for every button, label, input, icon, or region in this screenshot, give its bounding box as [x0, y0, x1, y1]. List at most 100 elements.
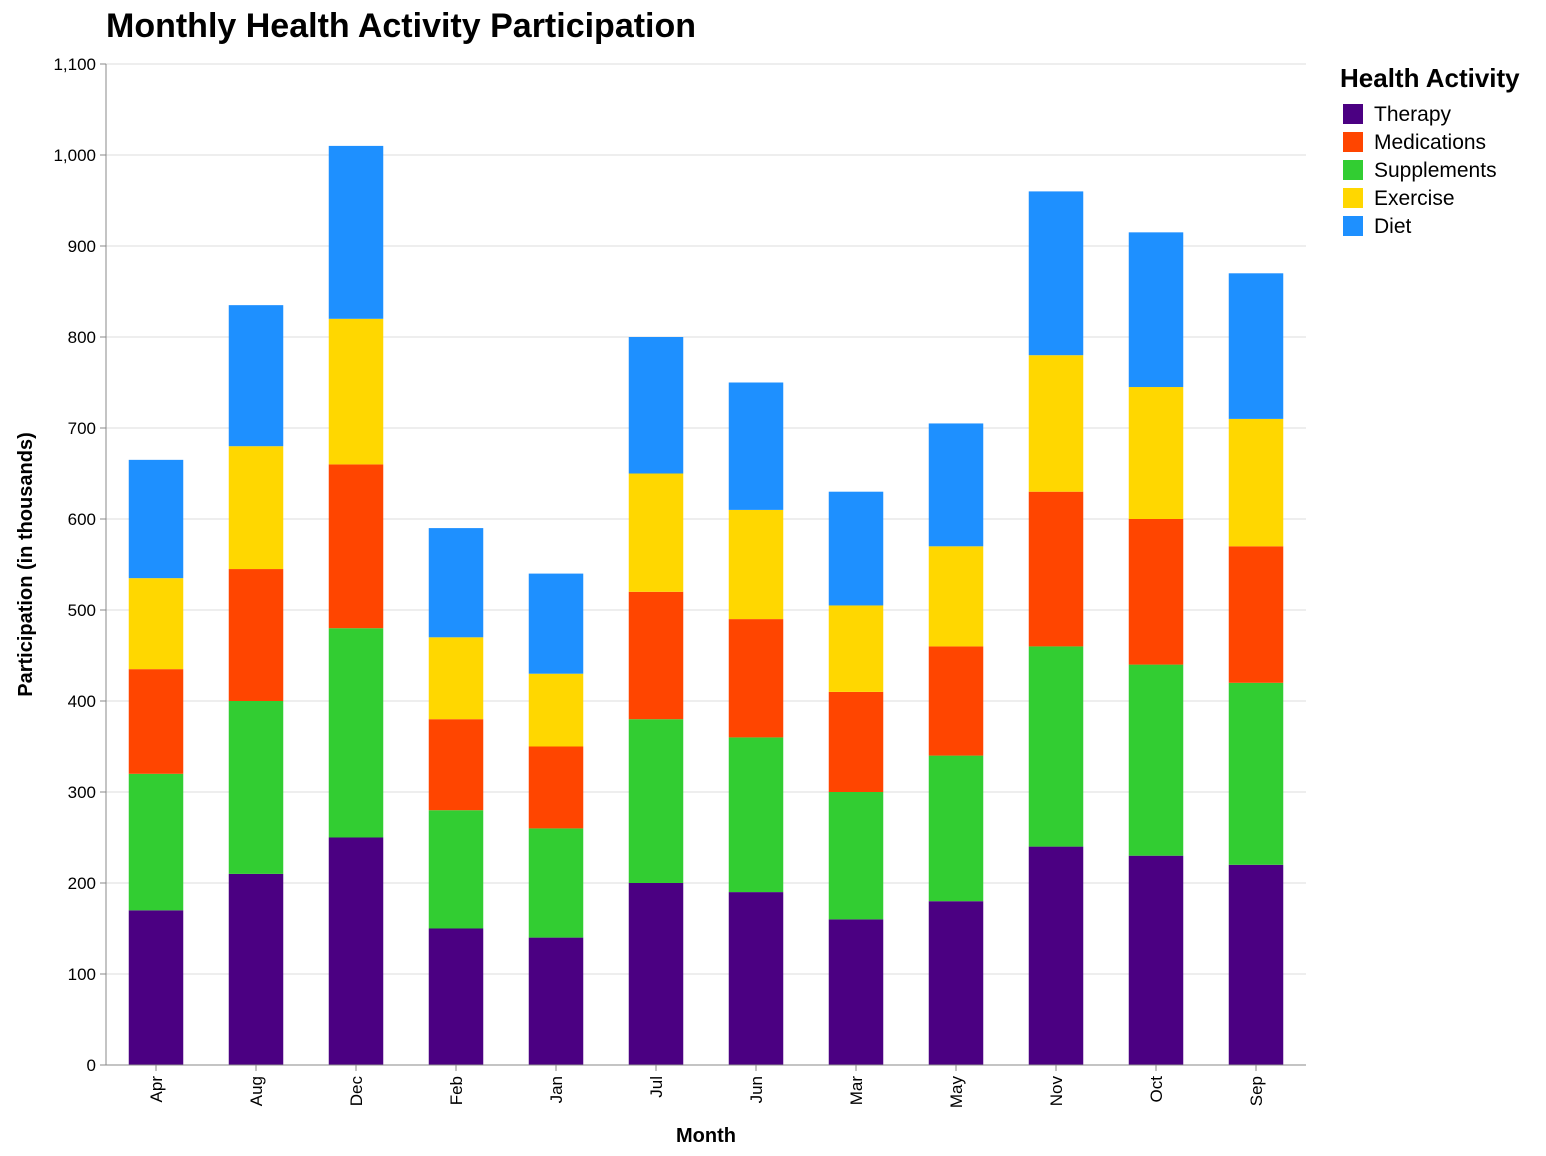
gridlines: [106, 63, 1306, 1066]
bar-supplements-apr: [128, 773, 184, 911]
bar-supplements-jun: [728, 737, 784, 893]
y-tick-label: 600: [68, 510, 96, 529]
bar-medications-oct: [1128, 519, 1184, 665]
y-tick-label: 700: [68, 419, 96, 438]
y-tick-label: 900: [68, 237, 96, 256]
y-tick-label: 800: [68, 328, 96, 347]
x-tick-label: Nov: [1047, 1076, 1066, 1107]
bar-exercise-sep: [1228, 418, 1284, 547]
bar-diet-aug: [228, 305, 284, 447]
bar-diet-jul: [628, 337, 684, 474]
bar-diet-may: [928, 423, 984, 547]
chart-title: Monthly Health Activity Participation: [106, 7, 696, 45]
bar-supplements-feb: [428, 810, 484, 929]
bar-exercise-jun: [728, 509, 784, 620]
x-axis-ticks: Apr Aug Dec Feb Jan Jul Jun Mar May Nov Oct Sep: [147, 1065, 1266, 1108]
bar-supplements-nov: [1028, 646, 1084, 847]
bar-exercise-feb: [428, 637, 484, 720]
bar-series: [128, 145, 1284, 1065]
bar-diet-apr: [128, 459, 184, 579]
bar-medications-sep: [1228, 546, 1284, 683]
bar-medications-mar: [828, 691, 884, 792]
bar-therapy-jul: [628, 883, 684, 1065]
legend-swatch: [1343, 188, 1363, 208]
bar-supplements-oct: [1128, 664, 1184, 856]
bar-exercise-may: [928, 546, 984, 647]
bar-medications-feb: [428, 719, 484, 811]
bar-supplements-sep: [1228, 682, 1284, 865]
x-tick-label: Apr: [147, 1076, 166, 1103]
x-axis-title: Month: [676, 1125, 736, 1147]
x-tick-label: Feb: [447, 1076, 466, 1105]
y-axis-ticks: 0 100 200 300 400 500 600 700 800 900 1,000 1,100: [53, 55, 106, 1075]
bar-exercise-nov: [1028, 355, 1084, 492]
bar-exercise-apr: [128, 578, 184, 670]
bar-supplements-jul: [628, 719, 684, 883]
bar-diet-oct: [1128, 232, 1184, 388]
legend-label: Therapy: [1374, 103, 1452, 126]
bar-medications-dec: [328, 464, 384, 629]
bar-diet-mar: [828, 491, 884, 606]
y-tick-label: 0: [87, 1056, 96, 1075]
bar-medications-jun: [728, 619, 784, 738]
axes: [105, 64, 1306, 1066]
x-tick-label: Oct: [1147, 1076, 1166, 1103]
bar-medications-apr: [128, 669, 184, 774]
bar-diet-nov: [1028, 191, 1084, 356]
bar-exercise-aug: [228, 446, 284, 570]
bar-therapy-mar: [828, 919, 884, 1065]
bar-therapy-jun: [728, 892, 784, 1065]
bar-supplements-may: [928, 755, 984, 902]
y-tick-label: 400: [68, 692, 96, 711]
bar-diet-jun: [728, 382, 784, 510]
bar-therapy-oct: [1128, 855, 1184, 1065]
x-tick-label: Sep: [1247, 1076, 1266, 1106]
y-tick-label: 100: [68, 965, 96, 984]
x-tick-label: May: [947, 1076, 966, 1109]
y-axis-title: Participation (in thousands): [15, 432, 37, 696]
bar-exercise-oct: [1128, 387, 1184, 519]
x-tick-label: Mar: [847, 1076, 866, 1106]
bar-diet-sep: [1228, 273, 1284, 419]
x-tick-label: Jan: [547, 1076, 566, 1103]
bar-medications-may: [928, 646, 984, 756]
bar-therapy-apr: [128, 910, 184, 1065]
bar-medications-nov: [1028, 491, 1084, 647]
legend-label: Medications: [1374, 131, 1486, 154]
legend-swatch: [1343, 160, 1363, 180]
x-tick-label: Aug: [247, 1076, 266, 1106]
bar-supplements-dec: [328, 628, 384, 838]
bar-diet-dec: [328, 145, 384, 319]
bar-supplements-mar: [828, 792, 884, 920]
y-tick-label: 200: [68, 874, 96, 893]
bar-therapy-aug: [228, 873, 284, 1065]
bar-therapy-sep: [1228, 864, 1284, 1065]
bar-therapy-jan: [528, 937, 584, 1065]
y-tick-label: 500: [68, 601, 96, 620]
legend: Health Activity Therapy Medications Supple…: [1340, 63, 1520, 238]
legend-label: Supplements: [1374, 159, 1497, 182]
bar-exercise-jul: [628, 473, 684, 592]
bar-therapy-nov: [1028, 846, 1084, 1065]
bar-supplements-jan: [528, 828, 584, 938]
y-tick-label: 1,100: [53, 55, 96, 74]
legend-swatch: [1343, 216, 1363, 236]
bar-supplements-aug: [228, 701, 284, 874]
y-tick-label: 300: [68, 783, 96, 802]
y-tick-label: 1,000: [53, 146, 96, 165]
bar-exercise-mar: [828, 605, 884, 692]
bar-exercise-jan: [528, 673, 584, 747]
bar-diet-feb: [428, 528, 484, 638]
bar-exercise-dec: [328, 318, 384, 465]
bar-therapy-dec: [328, 837, 384, 1065]
bar-medications-aug: [228, 569, 284, 701]
legend-swatch: [1343, 104, 1363, 124]
legend-swatch: [1343, 132, 1363, 152]
x-tick-label: Jun: [747, 1076, 766, 1103]
bar-medications-jan: [528, 746, 584, 829]
bar-diet-jan: [528, 573, 584, 674]
legend-label: Exercise: [1374, 187, 1455, 210]
bar-therapy-may: [928, 901, 984, 1065]
legend-title: Health Activity: [1340, 63, 1520, 93]
